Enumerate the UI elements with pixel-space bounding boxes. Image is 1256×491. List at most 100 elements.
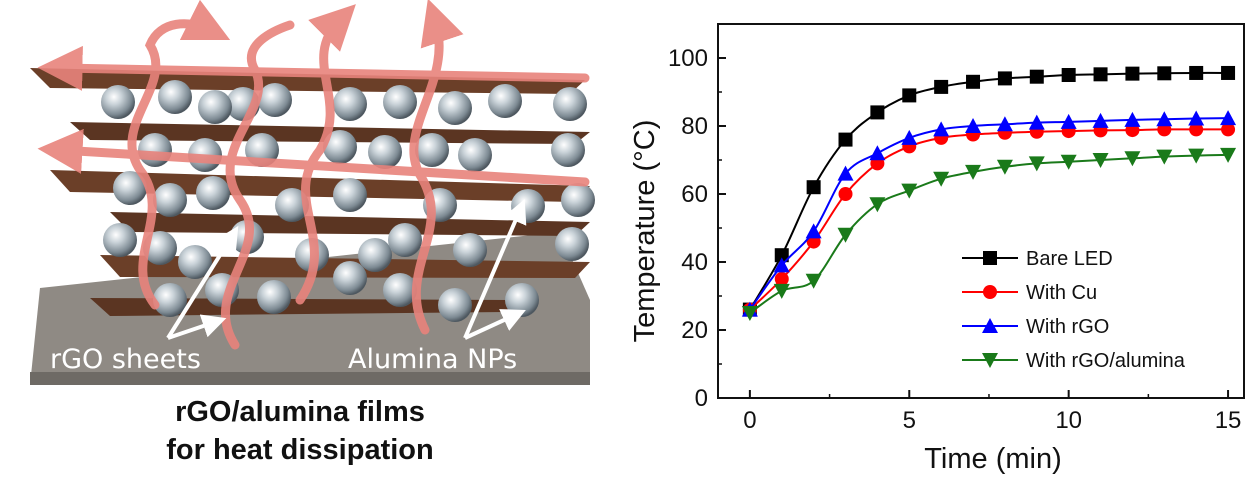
data-point [774,272,789,286]
substrate-edge [30,372,590,385]
data-point [1188,148,1205,164]
data-point [901,129,918,145]
data-point [1157,66,1172,81]
alumina-sphere [257,280,291,314]
x-tick-label: 0 [743,407,756,434]
y-tick-label: 20 [681,317,708,344]
sheets-pointer-arrow-1 [166,225,239,340]
sheets-pointer-arrow-2 [167,314,227,340]
legend-label: With Cu [1026,282,1097,304]
data-point [773,257,790,273]
series-line [749,153,1229,314]
x-axis-ticks: 0 5 10 15 [743,390,1241,434]
rgo-alumina-film-illustration: rGO sheets Alumina NPs [30,0,595,385]
vertical-heat-arrow-1 [127,0,231,310]
legend-item-with-rgo: With rGO [962,316,1109,338]
temperature-chart: 0 5 10 15 0 20 40 60 80 100 Bare LED With Cu With … [629,23,1245,475]
data-point [805,223,822,239]
y-axis-ticks: 0 20 40 60 80 100 [668,45,726,412]
data-point [805,273,822,289]
data-point [1124,111,1141,127]
alumina-sphere [333,261,367,295]
alumina-sphere [101,85,135,119]
alumina-sphere [138,133,172,167]
alumina-nanoparticles [101,80,595,322]
x-tick-label: 15 [1215,407,1242,434]
alumina-sphere [383,273,417,307]
data-point [934,79,949,94]
alumina-sphere [383,85,417,119]
alumina-sphere [178,245,212,279]
data-point [1028,156,1045,172]
series-with-rgo-alumina [741,147,1237,321]
alumina-sphere [358,238,392,272]
data-point [996,116,1013,132]
alumina-sphere [561,183,595,217]
rgo-sheets-label: rGO sheets [50,344,201,375]
data-point [965,118,982,133]
caption-line-1: rGO/alumina films [175,396,425,428]
alumina-sphere [198,90,232,124]
data-point [1156,111,1173,127]
series-line [749,71,1229,311]
alumina-sphere [275,188,309,222]
data-point [1188,110,1205,126]
alumina-sphere [388,223,422,257]
x-axis-title: Time (min) [924,443,1061,475]
data-point [966,74,981,89]
y-axis-title: Temperature (°C) [629,120,661,343]
legend-marker [983,285,997,299]
y-tick-label: 0 [695,385,708,412]
data-point [1093,67,1108,82]
data-point [1220,147,1237,163]
particles-pointer-arrow-2 [464,309,526,340]
data-point [1125,66,1140,81]
legend-label: Bare LED [1026,248,1113,270]
legend-marker [983,251,997,265]
data-point [1028,114,1045,130]
data-point [806,180,821,195]
data-point [1221,122,1236,137]
data-point [870,105,885,120]
vertical-heat-arrow-4 [409,0,464,335]
data-point [902,88,917,103]
alumina-sphere [453,233,487,267]
alumina-sphere [505,283,539,317]
data-point [997,71,1012,86]
data-point [869,145,886,161]
data-point [837,165,854,181]
alumina-nps-label: Alumina NPs [348,344,517,375]
vertical-heat-arrow-2 [220,20,295,350]
data-point [1060,113,1077,129]
alumina-sphere [438,91,472,125]
data-point [838,132,853,147]
plot-frame [717,23,1245,399]
legend-marker [982,353,998,368]
alumina-sphere [551,133,585,167]
data-point [901,183,918,199]
data-point [1029,69,1044,84]
alumina-sphere [333,87,367,121]
data-point [837,227,854,243]
alumina-sphere [153,183,187,217]
legend: Bare LED With Cu With rGO With rGO/alumina [962,248,1186,372]
alumina-sphere [415,133,449,167]
data-point [1189,65,1204,80]
data-point [933,171,950,187]
plot-border [717,23,1245,399]
data-point [933,121,950,137]
lateral-heat-arrow-middle [37,128,590,187]
alumina-sphere [458,138,492,172]
alumina-sphere [488,84,522,118]
illustration-caption: rGO/alumina films for heat dissipation [80,393,520,469]
legend-item-bare-led: Bare LED [962,248,1113,270]
alumina-sphere [323,130,357,164]
data-point [1060,154,1077,170]
data-series [741,65,1237,321]
alumina-sphere [258,83,292,117]
alumina-sphere [103,223,137,257]
legend-label: With rGO/alumina [1026,350,1186,372]
x-tick-label: 10 [1055,407,1082,434]
label-pointer-arrows [166,198,527,340]
series-line [749,117,1229,311]
